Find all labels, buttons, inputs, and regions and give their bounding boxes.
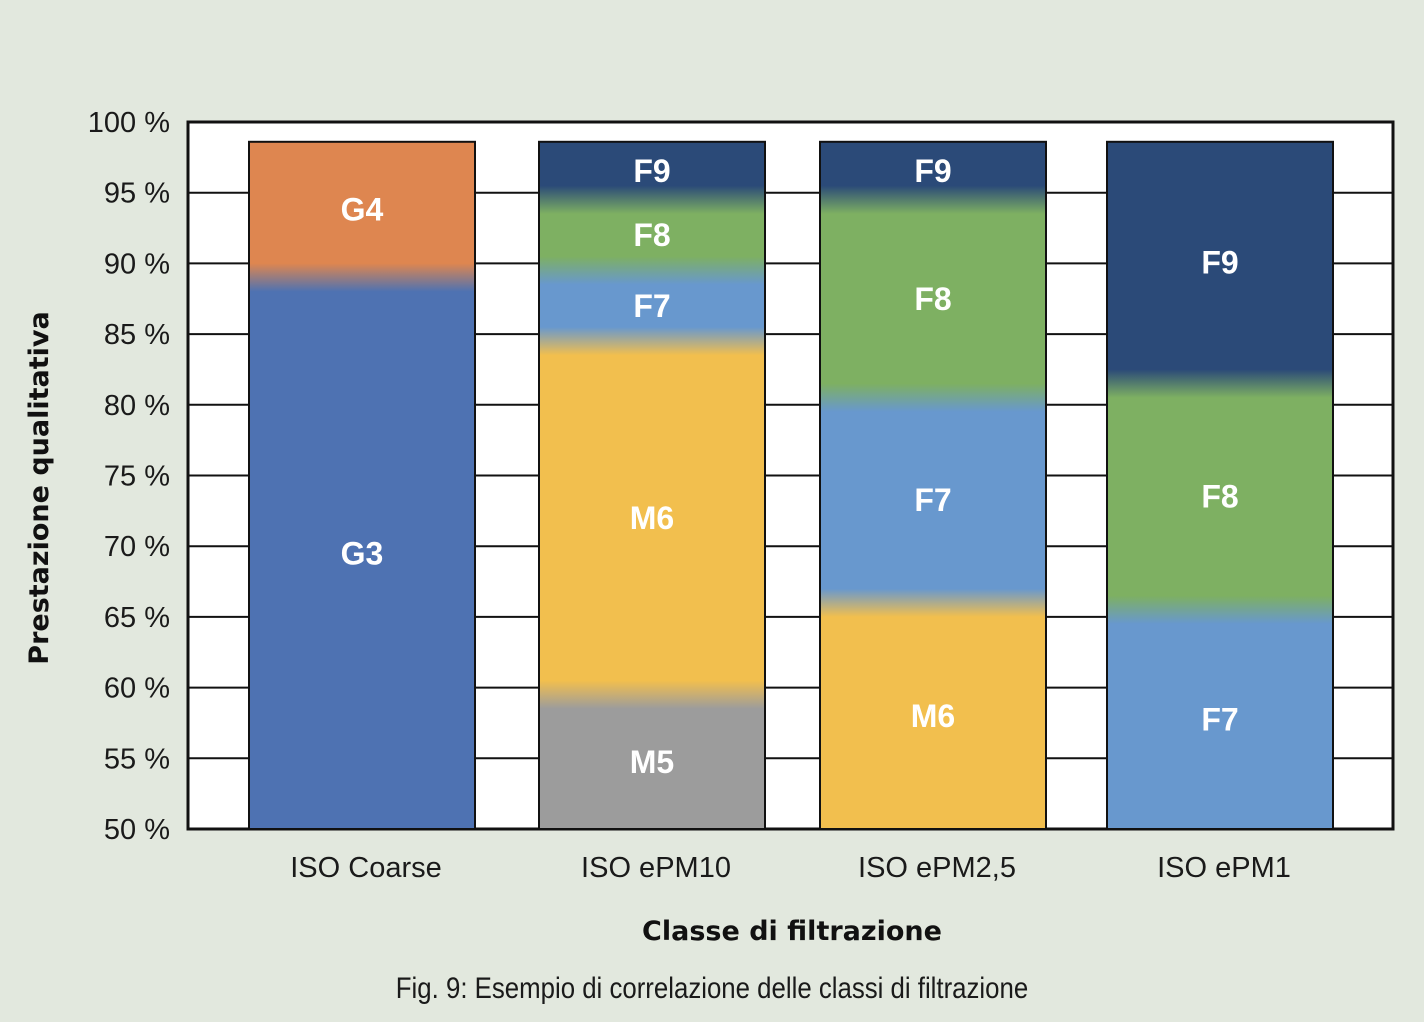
y-axis-ticks: 50 % 55 % 60 % 65 % 70 % 75 % 80 % 85 % 90 % 95 %… xyxy=(88,107,170,846)
stacked-bar-chart: G3 G4 M5 M6 F7 F8 F9 M6 F7 F8 F9 F7 F8 F9 50 % 55 % 60 … xyxy=(24,107,1395,947)
figure-caption: Fig. 9: Esempio di correlazione delle cl… xyxy=(395,972,1029,1005)
y-tick-label: 65 % xyxy=(104,602,170,634)
y-tick-label: 85 % xyxy=(104,319,170,351)
segment-label: F7 xyxy=(633,288,670,324)
y-tick-label: 100 % xyxy=(88,107,170,139)
x-category-label: ISO ePM1 xyxy=(1157,852,1291,884)
x-category-label: ISO ePM2,5 xyxy=(858,852,1016,884)
y-tick-label: 70 % xyxy=(104,531,170,563)
segment-label: F7 xyxy=(1201,701,1238,737)
x-axis-categories: ISO Coarse ISO ePM10 ISO ePM2,5 ISO ePM1 xyxy=(290,852,1291,884)
segment-label: G3 xyxy=(341,535,384,571)
y-axis-title: Prestazione qualitativa xyxy=(24,311,55,664)
y-tick-label: 60 % xyxy=(104,673,170,705)
bar-iso-epm10 xyxy=(538,140,766,830)
bar-iso-coarse xyxy=(248,140,476,830)
bar-iso-epm2-5 xyxy=(819,140,1047,830)
segment-label: G4 xyxy=(341,192,384,228)
segment-label: F8 xyxy=(633,217,670,253)
segment-label: F9 xyxy=(914,153,951,189)
y-tick-label: 55 % xyxy=(104,743,170,775)
y-tick-label: 90 % xyxy=(104,248,170,280)
segment-label: F8 xyxy=(1201,479,1238,515)
y-tick-label: 50 % xyxy=(104,814,170,846)
x-category-label: ISO ePM10 xyxy=(581,852,731,884)
segment-label: F9 xyxy=(633,153,670,189)
segment-label: F7 xyxy=(914,482,951,518)
segment-label: M6 xyxy=(630,500,674,536)
y-tick-label: 80 % xyxy=(104,390,170,422)
x-category-label: ISO Coarse xyxy=(290,852,442,884)
segment-label: M5 xyxy=(630,744,674,780)
y-tick-label: 75 % xyxy=(104,461,170,493)
segment-label: M6 xyxy=(911,698,955,734)
y-tick-label: 95 % xyxy=(104,178,170,210)
segment-label: F9 xyxy=(1201,245,1238,281)
segment-label: F8 xyxy=(914,281,951,317)
bar-iso-epm1 xyxy=(1106,140,1334,830)
bars: G3 G4 M5 M6 F7 F8 F9 M6 F7 F8 F9 F7 F8 F9 xyxy=(248,140,1334,830)
x-axis-title: Classe di filtrazione xyxy=(642,916,942,947)
